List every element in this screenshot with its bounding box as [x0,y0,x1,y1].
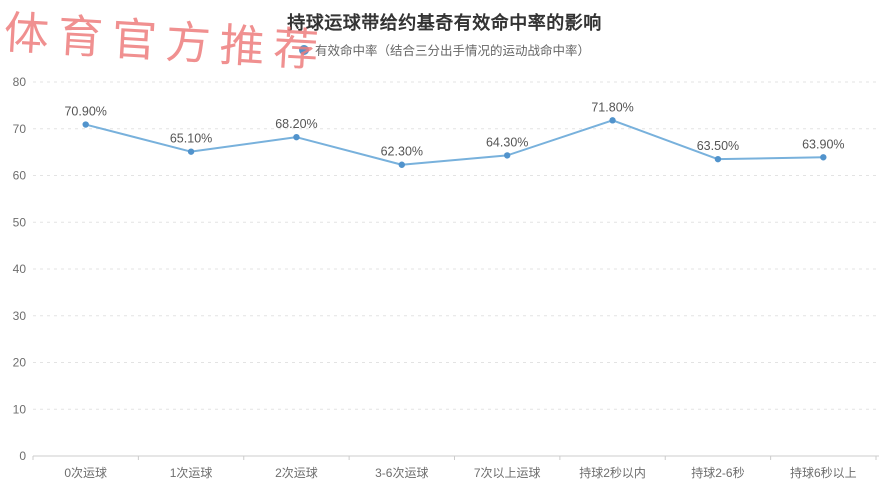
x-axis-label: 2次运球 [275,466,318,480]
data-point-marker[interactable] [82,121,89,128]
series-line [85,119,824,166]
data-point-marker[interactable] [503,152,511,159]
y-axis-label: 50 [13,215,27,229]
x-axis-label: 持球2秒以内 [579,465,646,480]
data-point-label: 70.90% [64,105,106,119]
x-axis-label: 持球2-6秒 [691,465,744,480]
x-axis-label: 3-6次运球 [375,466,428,480]
y-axis-label: 0 [19,449,26,463]
y-axis-label: 60 [13,169,27,183]
chart-title: 持球运球带给约基奇有效命中率的影响 [287,13,602,33]
y-axis-label: 80 [13,75,27,89]
legend-marker-icon [298,44,309,55]
data-point-marker[interactable] [398,161,406,168]
data-point-marker[interactable] [714,155,722,163]
y-axis-label: 70 [13,122,27,136]
data-point-marker[interactable] [609,117,616,124]
y-axis-label: 40 [13,262,27,276]
x-axis-label: 7次以上运球 [474,466,541,480]
chart-legend[interactable]: 有效命中率（结合三分出手情况的运动战命中率） [0,40,889,59]
y-axis-label: 30 [13,309,27,323]
data-point-label: 63.50% [697,139,739,153]
y-axis-label: 20 [13,356,27,370]
x-axis-label: 0次运球 [64,466,107,480]
data-point-marker[interactable] [293,133,300,141]
data-point-label: 64.30% [486,135,528,149]
data-point-label: 63.90% [802,137,844,151]
data-point-label: 71.80% [591,100,633,114]
x-axis-label: 1次运球 [170,466,213,480]
data-point-label: 68.20% [275,117,317,131]
data-point-marker[interactable] [820,154,827,161]
data-point-label: 62.30% [381,145,423,159]
x-axis-label: 持球6秒以上 [790,465,857,480]
y-axis-label: 10 [13,402,27,416]
data-point-marker[interactable] [187,148,195,155]
legend-label: 有效命中率（结合三分出手情况的运动战命中率） [314,44,590,58]
data-point-label: 65.10% [170,132,212,146]
